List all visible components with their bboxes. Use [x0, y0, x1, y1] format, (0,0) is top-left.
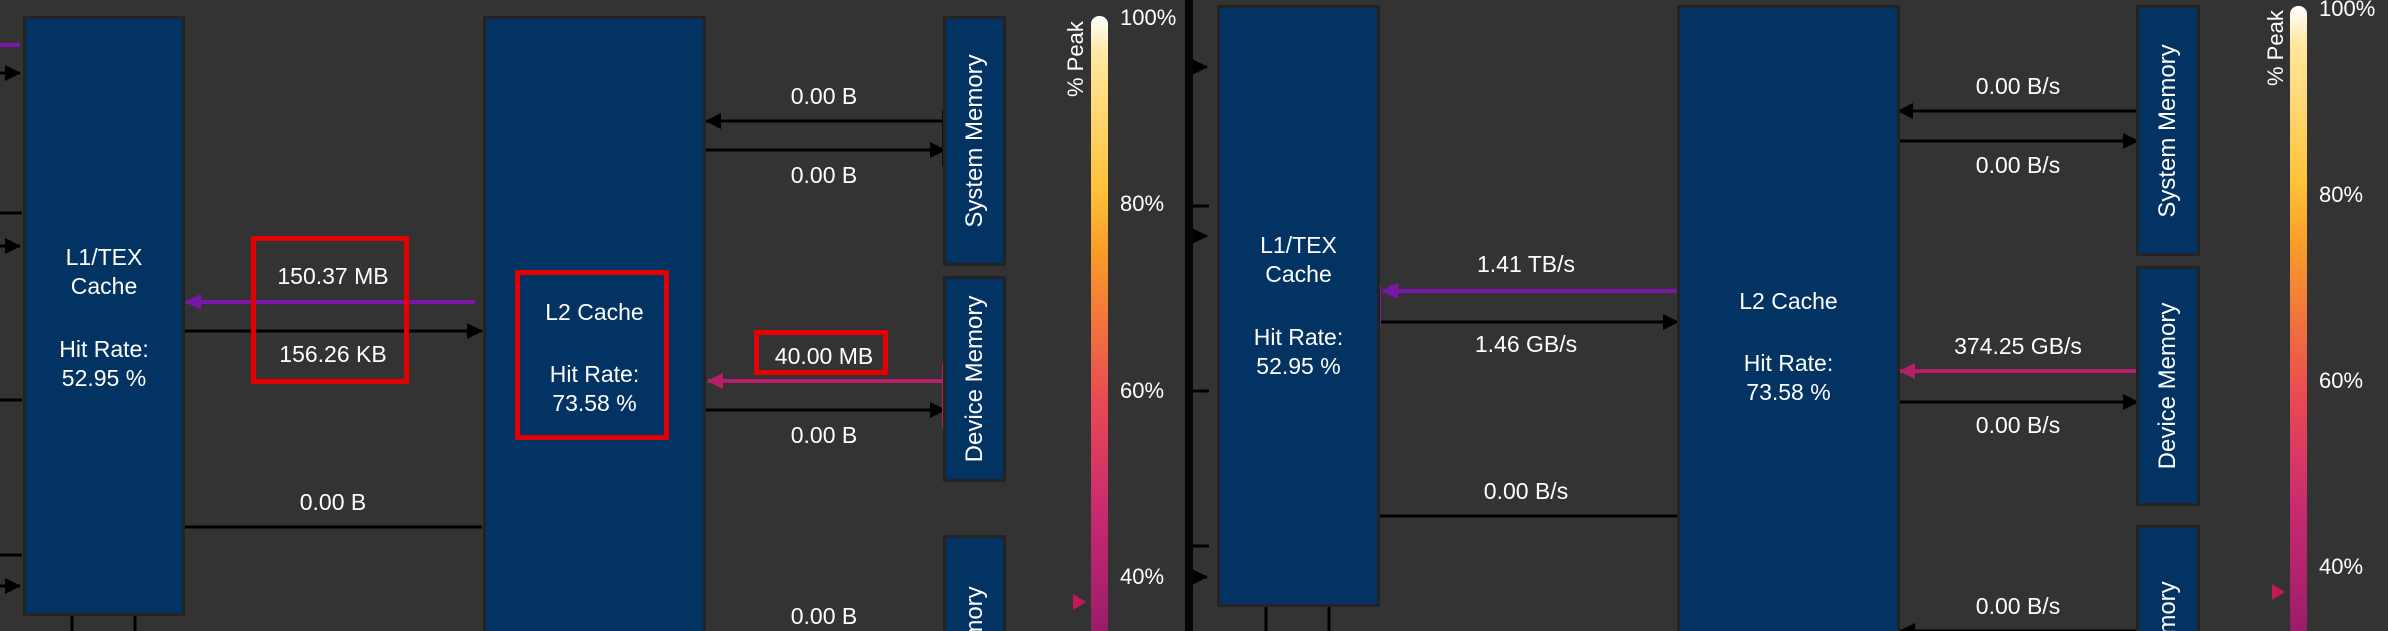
- l1-l2-top-label: 150.37 MB: [277, 263, 389, 289]
- l1-tex-cache-block[interactable]: L1/TEX Cache Hit Rate: 52.95 %: [23, 16, 185, 616]
- system-write-label: 0.00 B: [790, 162, 858, 188]
- partial-memory-block[interactable]: mory: [943, 535, 1006, 631]
- highlight-device-read: [754, 330, 888, 375]
- system-read-label: 0.00 B: [790, 83, 858, 109]
- peak-legend-title: % Peak: [1063, 21, 1088, 97]
- l1-title-line1: L1/TEX: [1260, 232, 1337, 258]
- l2-cache-block[interactable]: L2 Cache Hit Rate: 73.58 %: [1677, 5, 1900, 631]
- l1-hit-rate-label: Hit Rate:: [1253, 324, 1344, 350]
- peak-marker-icon: [1073, 594, 1086, 610]
- tick-40: 40%: [1120, 564, 1165, 589]
- bottom-link-label: 0.00 B/s: [1483, 478, 1569, 504]
- device-read-label: 40.00 MB: [774, 343, 874, 369]
- device-memory-block[interactable]: Device Memory: [943, 276, 1006, 482]
- tick-80: 80%: [1120, 191, 1165, 216]
- l1-hit-rate-value: 52.95 %: [61, 365, 147, 391]
- system-read-label: 0.00 B/s: [1975, 73, 2061, 99]
- l1-l2-bottom-label: 1.46 GB/s: [1474, 331, 1578, 357]
- system-memory-label: System Memory: [960, 54, 988, 228]
- highlight-l2-hit-rate: [515, 270, 669, 440]
- panel-divider: [1185, 0, 1193, 631]
- highlight-l1-l2-traffic: [251, 236, 409, 384]
- partial-memory-label: mory: [2154, 581, 2181, 631]
- tick-100: 100%: [1120, 5, 1177, 30]
- device-write-label: 0.00 B: [790, 422, 858, 448]
- tick-60: 60%: [2319, 368, 2364, 393]
- device-read-label: 374.25 GB/s: [1954, 333, 2082, 359]
- tick-40: 40%: [2319, 554, 2364, 579]
- l1-tex-cache-block[interactable]: L1/TEX Cache Hit Rate: 52.95 %: [1217, 5, 1380, 607]
- l2-hit-rate-label: Hit Rate:: [1743, 350, 1834, 376]
- l2-title: L2 Cache: [1739, 288, 1838, 314]
- l2-hit-rate-label: Hit Rate:: [549, 361, 640, 387]
- l1-title-line2: Cache: [1265, 261, 1332, 287]
- l1-l2-bottom-label: 156.26 KB: [279, 341, 387, 367]
- device-memory-label: Device Memory: [960, 295, 988, 463]
- device-memory-label: Device Memory: [2154, 302, 2181, 470]
- l2-title: L2 Cache: [545, 299, 644, 325]
- tick-80: 80%: [2319, 182, 2364, 207]
- peak-legend-title: % Peak: [2263, 10, 2288, 86]
- tick-100: 100%: [2319, 0, 2376, 21]
- peak-color-bar: [1091, 16, 1108, 631]
- memory-chart-panel-right: L1/TEX Cache Hit Rate: 52.95 % L2 Cache …: [1193, 0, 2388, 631]
- system-memory-label: System Memory: [2154, 43, 2181, 218]
- bottom-write-label: 0.00 B: [790, 603, 858, 629]
- l2-hit-rate-value: 73.58 %: [1746, 379, 1831, 405]
- device-write-label: 0.00 B/s: [1975, 412, 2061, 438]
- l1-title-line2: Cache: [70, 273, 138, 299]
- system-memory-block[interactable]: System Memory: [943, 16, 1006, 266]
- l1-title-line1: L1/TEX: [65, 244, 143, 270]
- partial-memory-label: mory: [960, 586, 988, 631]
- memory-chart-panel-left: L1/TEX Cache Hit Rate: 52.95 % L2 Cache …: [0, 0, 1185, 631]
- system-memory-block[interactable]: System Memory: [2136, 5, 2200, 256]
- peak-color-bar: [2290, 6, 2307, 631]
- tick-60: 60%: [1120, 378, 1165, 403]
- bottom-read-label: 0.00 B/s: [1975, 593, 2061, 619]
- l1-hit-rate-label: Hit Rate:: [59, 336, 149, 362]
- system-write-label: 0.00 B/s: [1975, 152, 2061, 178]
- l1-hit-rate-value: 52.95 %: [1256, 353, 1341, 379]
- device-memory-block[interactable]: Device Memory: [2136, 266, 2200, 506]
- peak-marker-icon: [2272, 584, 2285, 600]
- l2-hit-rate-value: 73.58 %: [552, 390, 637, 416]
- bottom-link-label: 0.00 B: [299, 489, 367, 515]
- partial-memory-block[interactable]: mory: [2136, 525, 2200, 631]
- l1-l2-top-label: 1.41 TB/s: [1476, 251, 1576, 277]
